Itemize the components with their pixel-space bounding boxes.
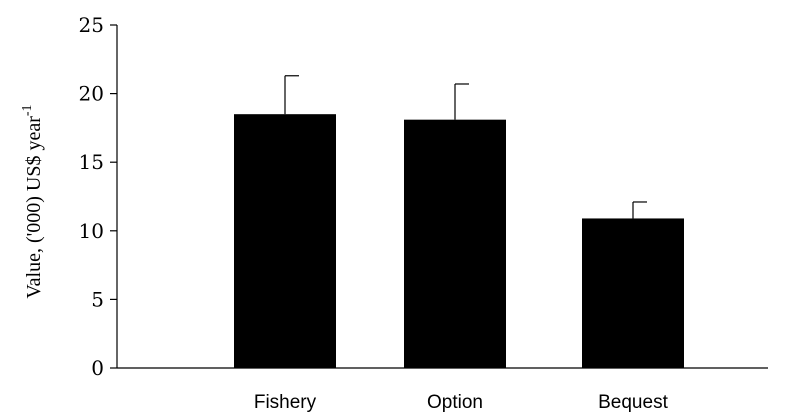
x-tick-label-bequest: Bequest — [598, 392, 668, 413]
y-tick-label: 10 — [79, 219, 104, 243]
error-bars — [284, 75, 647, 219]
y-tick-label: 15 — [79, 150, 104, 174]
y-axis-title: Value, ('000) US$ year-1 — [20, 104, 45, 298]
x-tick-label-fishery: Fishery — [254, 392, 317, 413]
y-axis-ticks: 0 5 10 15 20 25 — [79, 13, 117, 380]
bar-bequest — [582, 218, 684, 368]
y-axis-title-text: Value, ('000) US$ year — [23, 116, 45, 299]
x-axis-labels: Fishery Option Bequest — [254, 392, 669, 413]
y-tick-label: 20 — [79, 82, 104, 106]
y-tick-label: 25 — [79, 13, 104, 37]
bar-fishery — [234, 114, 336, 369]
bar-option — [404, 119, 506, 368]
x-tick-label-option: Option — [427, 392, 483, 413]
y-tick-label: 5 — [91, 287, 104, 311]
bars — [234, 114, 684, 369]
y-tick-label: 0 — [91, 356, 104, 380]
y-axis-title-superscript: -1 — [20, 104, 35, 116]
